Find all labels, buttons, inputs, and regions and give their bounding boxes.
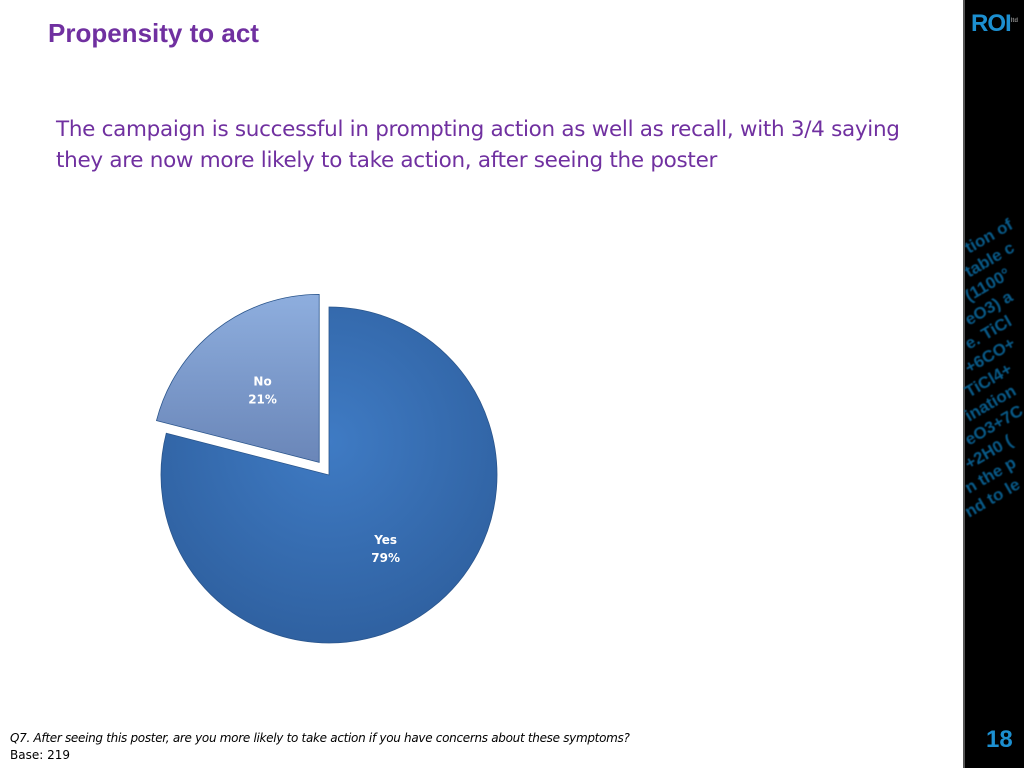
pie-slice-no <box>155 293 320 463</box>
brand-sidebar: ROIltd tion of table c (1100° eO3) a e. TiCl… <box>961 0 1024 768</box>
question-footnote: Q7. After seeing this poster, are you mo… <box>10 731 630 745</box>
pie-slice-yes <box>160 306 498 644</box>
slide-title: Propensity to act <box>48 18 259 48</box>
slice-value-label: 79% <box>371 551 400 565</box>
slice-label: No <box>253 374 271 388</box>
roi-logo: ROIltd <box>971 10 1019 37</box>
slice-label: Yes <box>373 533 397 547</box>
base-footnote: Base: 219 <box>10 748 70 762</box>
decorative-chemistry-text: tion of table c (1100° eO3) a e. TiCl +6CO+ Ti… <box>961 200 1024 520</box>
slice-value-label: 21% <box>248 392 277 406</box>
slide-subtitle: The campaign is successful in prompting … <box>56 117 900 173</box>
page-number: 18 <box>986 726 1013 753</box>
